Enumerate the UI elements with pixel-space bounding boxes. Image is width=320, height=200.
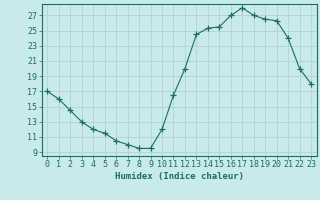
X-axis label: Humidex (Indice chaleur): Humidex (Indice chaleur) (115, 172, 244, 181)
